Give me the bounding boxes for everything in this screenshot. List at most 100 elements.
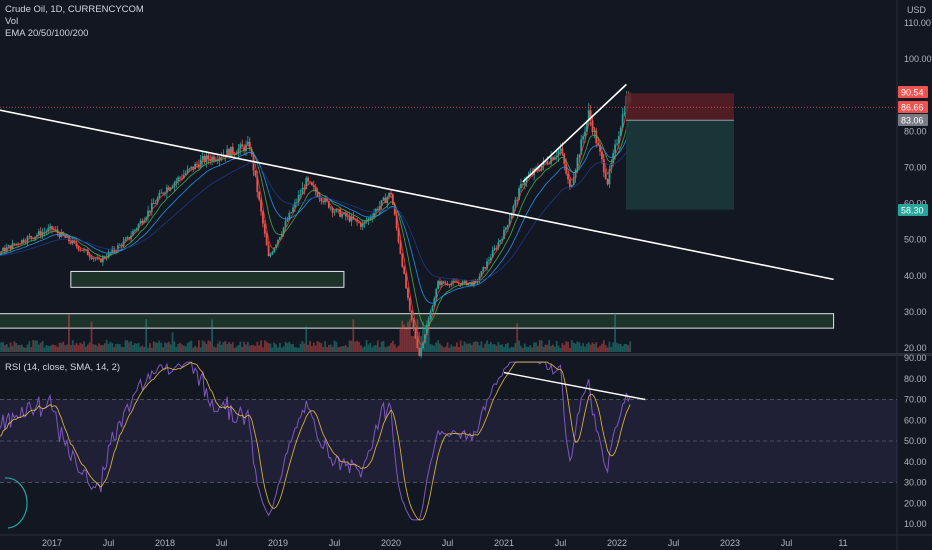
volume-bar [94, 344, 97, 352]
volume-bar [205, 344, 208, 352]
volume-bar [117, 343, 119, 352]
price-tag-label: 58.30 [901, 206, 924, 216]
candle-body [171, 186, 174, 188]
candle-body [301, 187, 304, 195]
volume-bar [265, 341, 268, 352]
volume-bar [147, 347, 149, 352]
candle-body [356, 219, 358, 222]
volume-bar [226, 343, 229, 352]
trendline[interactable] [0, 84, 834, 281]
candle-body [77, 246, 80, 250]
volume-bar [122, 347, 125, 352]
volume-bar [546, 344, 549, 352]
candle-body [26, 236, 29, 243]
candle-body [4, 247, 6, 252]
volume-bar [231, 342, 234, 352]
volume-bar [480, 341, 483, 352]
price-tag-label: 83.06 [901, 116, 924, 126]
volume-bar [36, 340, 38, 352]
volume-bar [322, 347, 325, 352]
volume-bar [171, 332, 174, 352]
volume-bar [130, 341, 132, 352]
candle-body [181, 177, 183, 179]
candle-body [610, 163, 613, 170]
candle-body [147, 210, 149, 218]
candle-body [316, 191, 319, 197]
volume-bar [407, 321, 409, 352]
volume-bar [437, 340, 439, 352]
candle-body [120, 244, 123, 247]
volume-bar [135, 343, 138, 352]
candle-body [295, 201, 298, 203]
volume-bar [467, 343, 470, 352]
volume-bar [329, 344, 332, 352]
volume-bar [277, 347, 279, 352]
volume-bar [252, 344, 255, 352]
volume-bar [13, 341, 16, 352]
volume-bar [54, 345, 57, 352]
candle-body [94, 258, 97, 260]
candle-body [141, 220, 144, 223]
candle-body [92, 258, 95, 260]
candle-body [414, 328, 417, 339]
candle-body [201, 155, 204, 160]
support-zone[interactable] [0, 313, 835, 329]
candle-body [375, 209, 377, 213]
candle-body [495, 247, 498, 249]
price-axis-label: 40.00 [904, 271, 927, 281]
support-zone[interactable] [70, 270, 345, 288]
candle-body [614, 144, 617, 154]
volume-bar [73, 344, 76, 352]
trendline[interactable] [522, 83, 627, 183]
candle-body [294, 202, 296, 208]
short-stop-zone[interactable] [626, 93, 734, 121]
candle-body [124, 238, 127, 241]
time-axis-label: Jul [555, 538, 567, 548]
candle-body [292, 207, 294, 213]
candle-body [165, 187, 168, 193]
candle-body [427, 318, 430, 326]
candle-body [36, 235, 38, 237]
candle-body [139, 220, 142, 225]
candle-body [561, 148, 564, 155]
candle-body [442, 281, 445, 284]
candle-body [384, 197, 387, 203]
price-tag [898, 114, 928, 126]
volume-bar [230, 343, 232, 352]
volume-bar [457, 347, 460, 352]
candle-body [497, 242, 500, 249]
volume-bar [378, 347, 381, 352]
candle-body [378, 205, 381, 211]
volume-bar [535, 342, 537, 352]
volume-bar [286, 343, 289, 352]
candle-body [431, 306, 434, 312]
candle-body [39, 231, 42, 236]
pane-separator[interactable] [0, 353, 932, 356]
volume-bar [156, 342, 159, 352]
candle-body [81, 249, 84, 251]
volume-bar [584, 346, 586, 352]
volume-bar [544, 344, 547, 352]
candle-body [435, 289, 438, 299]
candle-body [299, 194, 302, 196]
candle-body [100, 258, 102, 263]
time-axis-label: 2017 [42, 538, 62, 548]
volume-bar [211, 319, 213, 352]
price-tag [898, 204, 928, 216]
volume-bar [150, 347, 153, 352]
time-axis-label: 11 [838, 538, 847, 548]
candle-body [175, 180, 178, 183]
price-axis-label: 20.00 [904, 343, 927, 353]
rsi-trendline[interactable] [503, 371, 646, 401]
volume-bar [96, 345, 99, 352]
volume-bar [429, 343, 432, 352]
volume-bar [506, 342, 509, 352]
volume-bar [162, 347, 165, 352]
time-axis-label: Jul [103, 538, 115, 548]
volume-bar [367, 344, 370, 352]
volume-bar [365, 340, 368, 352]
ema-line [0, 118, 631, 327]
volume-bar [614, 313, 617, 352]
short-target-zone[interactable] [626, 120, 734, 210]
